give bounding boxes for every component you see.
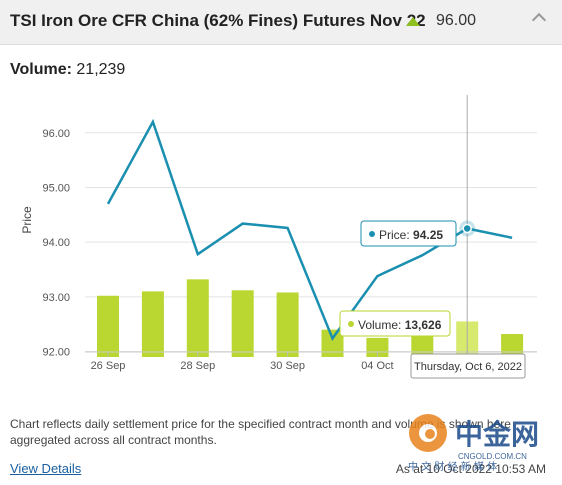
date-tooltip: Thursday, Oct 6, 2022 — [410, 353, 526, 379]
price-tooltip-label: Price: — [379, 228, 410, 242]
price-highlight-point[interactable] — [462, 223, 472, 234]
y-tick-label: 96.00 — [42, 128, 70, 140]
triangle-up-icon — [406, 17, 420, 26]
price-volume-chart[interactable]: 96.00 95.00 94.00 93.00 92.00 Price 26 Sep 28… — [0, 95, 562, 385]
header-bar: TSI Iron Ore CFR China (62% Fines) Futur… — [0, 0, 562, 45]
view-details-link[interactable]: View Details — [10, 461, 82, 476]
contract-title: TSI Iron Ore CFR China (62% Fines) Futur… — [10, 11, 426, 30]
watermark-text: 中金网 — [455, 418, 539, 451]
volume-summary: Volume: 21,239 — [10, 61, 125, 79]
volume-bar — [186, 279, 209, 357]
volume-value: 21,239 — [76, 61, 126, 78]
chart-note: Chart reflects daily settlement price fo… — [10, 417, 511, 447]
as-at-timestamp: As at 10 Oct 2022 10:53 AM — [395, 462, 546, 476]
x-tick-label: 28 Sep — [180, 360, 215, 372]
watermark-url: CNGOLD.COM.CN — [458, 452, 527, 461]
y-tick-label: 93.00 — [42, 292, 70, 304]
volume-bar — [141, 291, 164, 357]
y-tick-label: 92.00 — [42, 347, 70, 359]
svg-text:Volume: 13,626: Volume: 13,626 — [358, 318, 442, 332]
x-tick-label: 26 Sep — [91, 360, 126, 372]
volume-bar — [276, 292, 299, 357]
y-tick-label: 94.00 — [42, 237, 70, 249]
volume-bar — [231, 290, 254, 357]
x-tick-label: 30 Sep — [270, 360, 305, 372]
last-price: 96.00 — [436, 12, 477, 29]
date-tooltip-text: Thursday, Oct 6, 2022 — [414, 361, 522, 373]
volume-bar — [501, 334, 524, 357]
volume-bar — [321, 329, 344, 357]
y-tick-label: 95.00 — [42, 182, 70, 194]
volume-tooltip-value: 13,626 — [405, 318, 442, 332]
price-tooltip: Price: 94.25 — [360, 220, 457, 247]
svg-text:Price: 94.25: Price: 94.25 — [379, 228, 443, 242]
chevron-up-icon[interactable] — [531, 12, 547, 28]
volume-bar — [97, 295, 119, 357]
volume-label: Volume: — [10, 61, 72, 78]
x-tick-label: 04 Oct — [361, 360, 393, 372]
watermark-subtitle: 中 文 财 经 新 媒 体 — [408, 460, 497, 473]
cngold-watermark: 中金网 CNGOLD.COM.CN 中 文 财 经 新 媒 体 — [408, 414, 539, 473]
price-tooltip-value: 94.25 — [413, 228, 443, 242]
volume-tooltip: Volume: 13,626 — [339, 310, 451, 337]
y-axis-label: Price — [20, 206, 34, 234]
volume-tooltip-label: Volume: — [358, 318, 401, 332]
